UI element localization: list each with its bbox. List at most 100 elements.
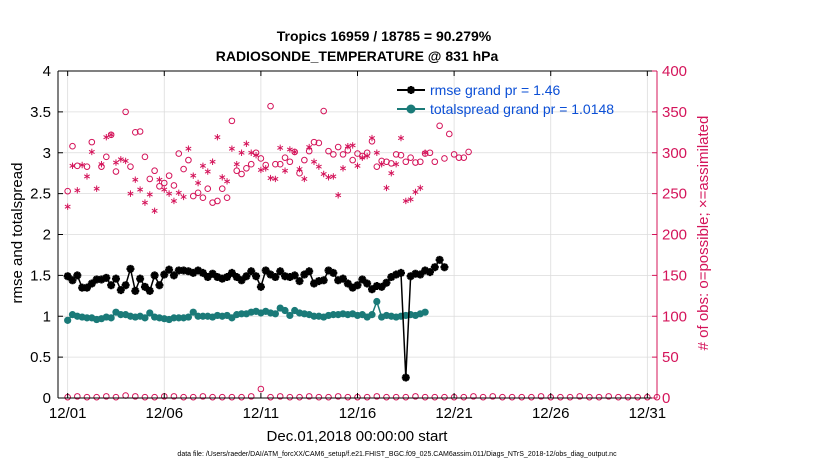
obs-assimilated-point (228, 145, 235, 152)
obs-assimilated-point (412, 188, 419, 196)
y-tick-label: 2 (43, 227, 51, 244)
obs-assimilated-point (156, 176, 163, 183)
obs-possible-point (218, 185, 226, 193)
obs-possible-point (107, 131, 115, 139)
obs-possible-point (83, 163, 91, 170)
obs-possible-point (247, 160, 255, 168)
obs-assimilated-point (383, 184, 390, 192)
obs-possible-point (204, 185, 212, 193)
rmse-point (290, 271, 299, 280)
obs-assimilated-point (301, 175, 308, 183)
obs-possible-point (180, 165, 187, 173)
obs-low-point (566, 393, 574, 401)
obs-assimilated-point (175, 189, 182, 197)
obs-low-point (431, 393, 439, 401)
totalspread-point (421, 308, 429, 316)
obs-assimilated-point (233, 161, 240, 168)
rmse-point (242, 272, 251, 281)
rmse-point (73, 271, 82, 280)
obs-low-point (537, 393, 545, 400)
obs-possible-point (416, 158, 424, 166)
rmse-point (261, 266, 270, 275)
obs-low-point (209, 393, 216, 401)
obs-low-point (402, 393, 410, 401)
obs-assimilated-point (397, 134, 404, 142)
obs-assimilated-point (137, 186, 144, 193)
obs-low-point (286, 393, 294, 401)
obs-low-point (576, 393, 584, 400)
rmse-point (377, 282, 386, 291)
rmse-point (131, 286, 140, 295)
rmse-point (401, 373, 410, 382)
obs-possible-point (426, 149, 434, 157)
obs-low-point (325, 393, 332, 401)
totalspread-point (146, 309, 154, 317)
obs-low-point (180, 393, 187, 401)
obs-possible-point (310, 138, 318, 146)
obs-assimilated-point (93, 185, 100, 192)
obs-assimilated-point (330, 173, 337, 180)
obs-assimilated-point (291, 148, 298, 156)
obs-low-point (383, 393, 390, 401)
obs-low-point (151, 393, 158, 401)
obs-possible-point (160, 179, 168, 187)
rmse-point (343, 279, 352, 288)
obs-possible-point (436, 122, 443, 130)
rmse-point (165, 265, 174, 274)
obs-possible-point (98, 163, 105, 170)
rmse-point (256, 282, 265, 291)
x-tick-label: 12/31 (629, 405, 667, 422)
obs-assimilated-point (180, 193, 187, 201)
obs-possible-point (407, 154, 414, 161)
obs-possible-point (103, 153, 110, 161)
obs-low-point (257, 385, 265, 393)
rmse-point (68, 276, 77, 285)
rmse-point (140, 282, 149, 291)
obs-low-point (344, 393, 352, 401)
obs-assimilated-point (117, 156, 124, 163)
obs-possible-point (276, 160, 284, 168)
obs-possible-point (388, 160, 395, 167)
chart-subtitle: RADIOSONDE_TEMPERATURE @ 831 hPa (216, 48, 499, 64)
totalspread-point (281, 306, 289, 315)
obs-assimilated-point (83, 173, 91, 180)
rmse-point (329, 268, 338, 277)
legend-rmse-marker (407, 86, 415, 94)
obs-low-point (634, 393, 641, 401)
obs-possible-point (69, 142, 76, 150)
obs-possible-point (368, 138, 376, 145)
rmse-point (271, 273, 280, 282)
obs-low-point (276, 393, 284, 400)
data-file-footer: data file: /Users/raeder/DAI/ATM_forcXX/… (177, 451, 617, 458)
obs-assimilated-point (88, 148, 95, 156)
obs-assimilated-point (122, 157, 129, 165)
obs-possible-point (378, 157, 385, 165)
y2-tick-label: 0 (662, 390, 670, 407)
obs-assimilated-point (166, 190, 173, 197)
obs-low-point (518, 393, 526, 401)
rmse-point (396, 268, 405, 277)
obs-possible-point (88, 138, 96, 146)
legend-rmse-label: rmse grand pr = 1.46 (430, 82, 561, 98)
x-tick-label: 12/21 (435, 405, 473, 422)
obs-possible-point (272, 160, 279, 168)
obs-possible-point (392, 151, 400, 158)
rmse-point (247, 267, 256, 276)
y-tick-label: 3.5 (30, 104, 51, 121)
obs-assimilated-point (296, 165, 303, 173)
rmse-point (169, 271, 178, 280)
rmse-point (121, 281, 130, 290)
rmse-point (416, 270, 425, 279)
obs-possible-point (363, 149, 371, 157)
obs-assimilated-point (108, 131, 115, 138)
y-tick-label: 3 (43, 145, 51, 162)
obs-assimilated-point (127, 190, 134, 197)
obs-low-point (421, 393, 429, 401)
obs-assimilated-point (339, 165, 347, 172)
obs-possible-point (373, 163, 381, 170)
obs-possible-point (286, 158, 294, 166)
obs-assimilated-point (195, 179, 202, 187)
obs-possible-point (296, 169, 303, 177)
obs-possible-point (257, 155, 265, 162)
